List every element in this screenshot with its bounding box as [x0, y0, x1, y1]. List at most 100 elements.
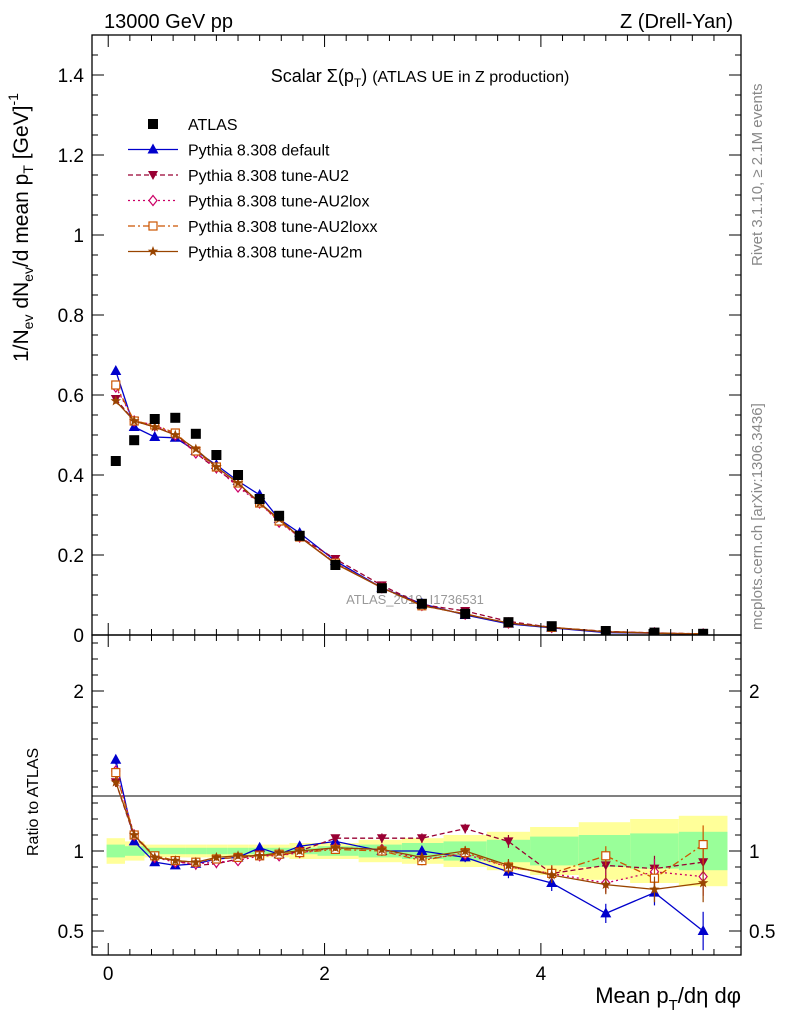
- atlas-point: [110, 456, 121, 466]
- ratio-point: [254, 841, 266, 852]
- ratio-point: [110, 776, 122, 787]
- atlas-point: [460, 608, 471, 619]
- y-tick-label: 0: [73, 626, 84, 647]
- atlas-point: [503, 617, 514, 628]
- ratio-point: [546, 869, 557, 880]
- ratio-point: [232, 850, 244, 861]
- legend-entry: Pythia 8.308 tune-AU2: [128, 168, 349, 185]
- ratio-point: [600, 861, 611, 871]
- ratio-band-inner: [165, 847, 186, 855]
- ratio-y-tick-label-right: 2: [749, 682, 760, 703]
- ratio-point: [149, 851, 160, 862]
- legend-entry: Pythia 8.308 tune-AU2m: [128, 245, 362, 262]
- ratio-point: [649, 883, 660, 894]
- series-point: [128, 415, 140, 426]
- ratio-y-tick-label: 0.5: [58, 922, 84, 943]
- atlas-point: [190, 428, 201, 439]
- axes: 0 0.2 0.4 0.6 0.8 1 1.2 1.4 0.5 0.5 1 1 2 2 0 2 4: [58, 34, 775, 985]
- ratio-point: [294, 845, 305, 856]
- ratio-point: [254, 850, 265, 861]
- ratio-point: [416, 845, 428, 855]
- legend-label: ATLAS: [188, 117, 238, 134]
- series-point: [110, 365, 122, 375]
- legend-entry: Pythia 8.308 tune-AU2loxx: [128, 219, 377, 236]
- ratio-point: [503, 837, 514, 847]
- ratio-point: [416, 851, 428, 862]
- main-ylabel: 1/Nev dNev/d mean pT [GeV]-1: [5, 93, 36, 362]
- series-point: [232, 477, 244, 488]
- atlas-point: [376, 583, 387, 594]
- header-right: Z (Drell-Yan): [620, 11, 733, 33]
- series-point: [149, 431, 161, 441]
- main-series: [110, 365, 709, 635]
- legend-entry: Pythia 8.308 default: [128, 143, 330, 160]
- atlas-point: [211, 450, 222, 460]
- legend: ATLAS Pythia 8.308 default Pythia 8.308 tu…: [128, 117, 377, 262]
- series-point: [110, 395, 122, 406]
- legend-label: Pythia 8.308 tune-AU2m: [188, 245, 362, 262]
- legend-marker: [148, 171, 158, 180]
- ratio-point: [190, 856, 202, 867]
- atlas-point: [294, 530, 305, 541]
- legend-marker: [147, 143, 159, 154]
- ratio-y-tick-label-right: 0.5: [749, 922, 775, 943]
- x-tick-label: 2: [319, 964, 330, 985]
- x-tick-label: 4: [536, 964, 547, 985]
- legend-marker: [147, 246, 159, 256]
- ratio-point: [110, 753, 122, 764]
- ratio-point: [460, 824, 471, 834]
- ratio-point: [211, 851, 222, 862]
- atlas-point: [233, 470, 244, 480]
- atlas-point: [546, 621, 557, 632]
- mcplots-label: mcplots.cern.ch [arXiv:1306.3436]: [749, 403, 766, 630]
- ratio-point: [128, 829, 140, 840]
- header-left: 13000 GeV pp: [104, 11, 233, 33]
- rivet-label: Rivet 3.1.10, ≥ 2.1M events: [749, 84, 766, 267]
- atlas-point: [170, 412, 181, 423]
- series-point: [170, 429, 181, 440]
- legend-marker: [148, 221, 158, 231]
- ratio-band-inner: [486, 839, 531, 863]
- ratio-point: [459, 845, 471, 856]
- ratio-point: [170, 855, 181, 866]
- y-tick-label: 0.6: [58, 386, 84, 407]
- legend-label: Pythia 8.308 tune-AU2lox: [188, 194, 369, 211]
- ratio-point: [416, 834, 427, 844]
- watermark: ATLAS_2019_I1736531: [346, 592, 484, 607]
- y-tick-label: 0.4: [58, 466, 85, 487]
- legend-entry: ATLAS: [148, 117, 238, 134]
- ratio-frame: [91, 634, 742, 956]
- ratio-y-tick-label-right: 1: [749, 842, 760, 863]
- x-tick-label: 0: [103, 964, 114, 985]
- ratio-point: [601, 851, 611, 861]
- y-tick-label: 0.8: [58, 306, 84, 327]
- ratio-point: [376, 843, 388, 854]
- ratio-series: [110, 753, 709, 951]
- atlas-point: [129, 435, 140, 446]
- ratio-band-inner: [185, 847, 207, 855]
- ratio-y-tick-label: 1: [73, 842, 84, 863]
- series-point: [111, 380, 121, 390]
- atlas-point: [416, 598, 427, 609]
- atlas-point: [698, 628, 709, 635]
- ratio-point: [698, 839, 708, 850]
- legend-label: Pythia 8.308 default: [188, 143, 330, 160]
- ratio-point: [697, 925, 709, 935]
- y-tick-label: 1.4: [58, 66, 85, 87]
- ratio-point: [273, 847, 285, 858]
- legend-marker: [148, 194, 158, 207]
- ratio-point: [697, 877, 709, 888]
- atlas-point: [274, 510, 285, 521]
- ratio-band-inner: [530, 836, 579, 866]
- series-point: [190, 443, 202, 454]
- ratio-point: [376, 834, 387, 844]
- atlas-point: [254, 494, 265, 504]
- ratio-point: [330, 842, 341, 853]
- atlas-point: [649, 627, 660, 635]
- y-tick-label: 0.2: [58, 546, 84, 567]
- ratio-point: [111, 767, 121, 778]
- atlas-point: [330, 560, 341, 570]
- ratio-y-tick-label: 2: [73, 682, 84, 703]
- legend-marker: [148, 119, 158, 129]
